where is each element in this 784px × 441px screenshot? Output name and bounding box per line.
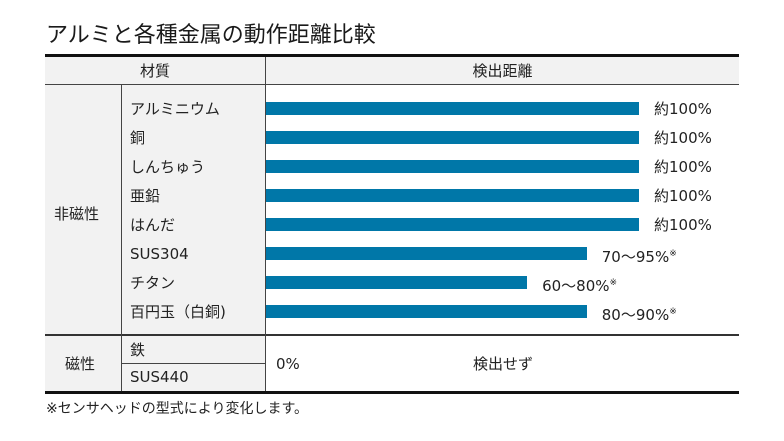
footnote-mark: ※ <box>669 249 677 259</box>
footnote-mark: ※ <box>609 278 618 288</box>
distance-value-label: 80〜90%※ <box>602 302 677 325</box>
distance-value-label: 約100% <box>654 215 712 235</box>
page-title: アルミと各種金属の動作距離比較 <box>46 23 376 48</box>
distance-value-label: 約100% <box>654 99 712 119</box>
material-label: 百円玉（白銅) <box>130 303 226 321</box>
material-label: SUS304 <box>130 245 189 263</box>
distance-value-text: 80〜90% <box>601 306 670 324</box>
header-bottom-rule <box>45 84 739 85</box>
section-divider <box>45 334 739 336</box>
footnote-mark: ※ <box>669 307 677 317</box>
distance-bar <box>266 305 587 318</box>
table-bottom-rule <box>45 391 739 394</box>
material-label: しんちゅう <box>130 158 206 176</box>
magnetic-value: 0% <box>276 355 300 373</box>
material-label: アルミニウム <box>130 100 220 118</box>
distance-value-text: 約100% <box>654 187 712 205</box>
magnetic-item-sus440: SUS440 <box>130 368 189 386</box>
distance-value-text: 約100% <box>654 129 712 147</box>
header-distance: 検出距離 <box>472 62 533 80</box>
distance-value-label: 約100% <box>654 186 712 206</box>
distance-bar <box>266 131 639 144</box>
material-label: 銅 <box>130 129 146 147</box>
magnetic-result: 検出せず <box>473 355 534 373</box>
distance-value-text: 70〜95% <box>601 248 670 266</box>
distance-bar <box>266 276 528 289</box>
distance-value-label: 60〜80%※ <box>542 273 617 296</box>
distance-value-text: 約100% <box>654 216 712 234</box>
distance-value-label: 約100% <box>654 128 712 148</box>
material-label: 亜鉛 <box>130 187 161 205</box>
distance-value-label: 約100% <box>654 157 712 177</box>
distance-value-text: 約100% <box>654 100 712 118</box>
table-top-rule <box>45 54 739 57</box>
distance-bar <box>266 160 639 173</box>
material-label: チタン <box>130 274 176 292</box>
group-magnetic: 磁性 <box>65 355 96 373</box>
distance-bar <box>266 218 639 231</box>
group-nonmagnetic: 非磁性 <box>54 205 100 223</box>
material-column-background <box>45 85 265 391</box>
magnetic-row-divider <box>121 363 265 364</box>
table-header-background <box>45 57 739 84</box>
header-material: 材質 <box>139 62 170 80</box>
distance-bar <box>266 102 639 115</box>
material-label: はんだ <box>130 216 176 234</box>
distance-value-text: 60〜80% <box>542 277 610 295</box>
magnetic-item-iron: 鉄 <box>130 341 146 359</box>
distance-value-text: 約100% <box>654 158 712 176</box>
distance-bar <box>266 189 639 202</box>
footnote: ※センサヘッドの型式により変化します。 <box>46 401 309 417</box>
distance-value-label: 70〜95%※ <box>602 244 677 267</box>
material-column-divider <box>265 57 266 391</box>
distance-bar <box>266 247 587 260</box>
group-column-divider <box>121 85 122 391</box>
